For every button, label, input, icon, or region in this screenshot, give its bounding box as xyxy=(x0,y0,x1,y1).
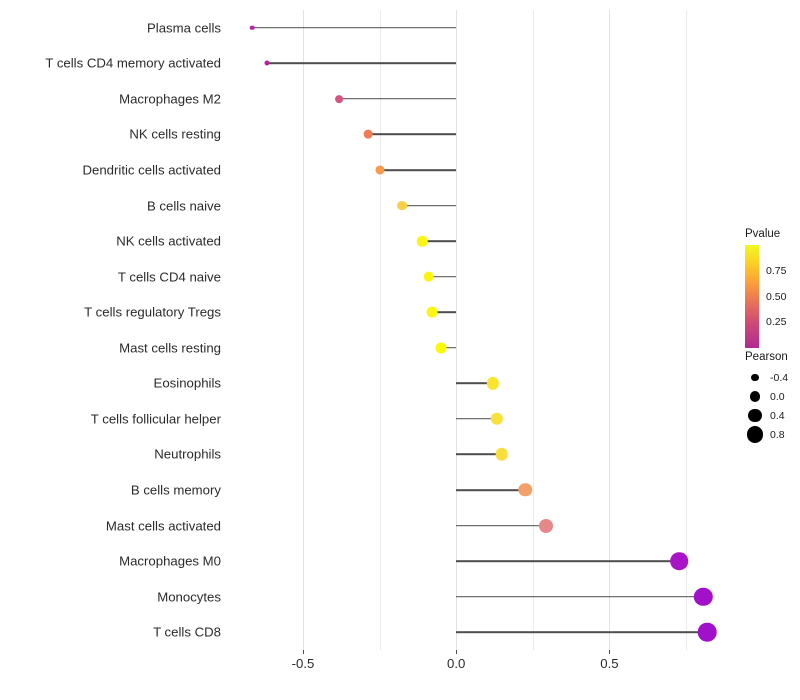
lollipop-stem xyxy=(456,489,526,491)
lollipop-point xyxy=(426,306,438,318)
lollipop-point xyxy=(538,518,553,533)
gridline-minor xyxy=(686,10,688,650)
lollipop-stem xyxy=(338,98,457,100)
lollipop-stem xyxy=(456,418,497,420)
lollipop-stem xyxy=(456,560,679,562)
x-axis-tickmark xyxy=(456,650,458,654)
category-label: T cells follicular helper xyxy=(90,411,221,427)
size-legend-swatch xyxy=(745,373,765,382)
category-label: T cells CD4 memory activated xyxy=(45,55,221,71)
lollipop-point xyxy=(495,448,508,461)
pearson-legend-title: Pearson xyxy=(745,351,788,363)
lollipop-stem xyxy=(441,346,457,349)
category-label: T cells CD8 xyxy=(153,624,221,640)
pvalue-colorbar xyxy=(745,245,759,348)
size-legend-dot xyxy=(746,426,764,443)
category-label: Mast cells activated xyxy=(105,518,221,534)
lollipop-point xyxy=(694,587,713,606)
lollipop-point xyxy=(334,94,343,103)
category-label: NK cells activated xyxy=(116,233,221,249)
pvalue-colorbar-wrap: 0.75 0.50 0.25 xyxy=(745,245,791,348)
lollipop-stem xyxy=(456,524,546,527)
category-label: Dendritic cells activated xyxy=(82,162,221,178)
lollipop-stem xyxy=(428,275,457,278)
gridline-major xyxy=(609,10,611,650)
colorbar-tick-label: 0.50 xyxy=(766,290,787,303)
lollipop-point xyxy=(397,200,407,211)
lollipop-stem xyxy=(456,595,704,598)
size-legend-entry: -0.4 xyxy=(745,368,788,387)
lollipop-point xyxy=(375,165,385,175)
x-axis-tick-label: -0.5 xyxy=(291,656,315,671)
size-legend-label: 0.4 xyxy=(770,409,785,422)
category-label: Neutrophils xyxy=(154,446,221,462)
lollipop-point xyxy=(698,622,717,642)
category-label: B cells naive xyxy=(146,198,221,214)
pvalue-legend-title: Pvalue xyxy=(745,228,781,240)
lollipop-point xyxy=(363,130,373,139)
colorbar-tick-label: 0.25 xyxy=(766,316,787,329)
category-label: T cells CD4 naive xyxy=(117,269,221,285)
lollipop-point xyxy=(250,25,255,31)
gridline-major xyxy=(302,10,304,650)
x-axis-tick-label: 0.0 xyxy=(447,656,466,671)
size-legend-entry: 0.8 xyxy=(745,425,788,444)
lollipop-point xyxy=(486,377,500,390)
lollipop-point xyxy=(435,342,447,354)
colorbar-tickmark xyxy=(759,322,763,324)
category-label: B cells memory xyxy=(130,482,221,498)
lollipop-point xyxy=(670,552,688,570)
colorbar-tickmark xyxy=(759,270,763,272)
category-label: Monocytes xyxy=(157,589,221,605)
lollipop-point xyxy=(264,60,270,66)
lollipop-stem xyxy=(456,453,502,456)
pvalue-color-legend: Pvalue 0.75 0.50 0.25 xyxy=(745,228,791,348)
category-label: Eosinophils xyxy=(153,375,221,391)
lollipop-point xyxy=(518,483,532,497)
gridline-minor xyxy=(379,10,381,650)
colorbar-tick-label: 0.75 xyxy=(766,264,787,277)
gridline-major xyxy=(456,10,458,650)
lollipop-stem xyxy=(252,26,457,29)
lollipop-point xyxy=(423,271,434,282)
category-label: NK cells resting xyxy=(129,126,221,142)
x-axis-tickmark xyxy=(609,650,611,654)
size-legend-swatch xyxy=(745,426,765,443)
x-axis-tick-label: 0.5 xyxy=(600,656,619,671)
lollipop-stem xyxy=(456,382,493,385)
lollipop-stem xyxy=(401,204,457,207)
lollipop-point xyxy=(490,412,503,426)
lollipop-stem xyxy=(432,311,457,314)
colorbar-tickmark xyxy=(759,296,763,298)
lollipop-stem xyxy=(368,133,457,136)
category-label: Plasma cells xyxy=(146,20,221,36)
lollipop-stem xyxy=(379,169,457,171)
lollipop-point xyxy=(417,235,428,247)
size-legend-swatch xyxy=(745,408,765,423)
lollipop-stem xyxy=(422,240,457,242)
category-label: Mast cells resting xyxy=(119,340,221,356)
size-legend-label: -0.4 xyxy=(770,371,789,384)
category-label: T cells regulatory Tregs xyxy=(84,304,221,320)
lollipop-stem xyxy=(456,631,708,634)
size-legend-label: 0.0 xyxy=(770,390,785,403)
size-legend-swatch xyxy=(745,391,765,402)
category-label: Macrophages M0 xyxy=(119,553,221,569)
category-label: Macrophages M2 xyxy=(119,91,221,107)
size-legend-dot xyxy=(751,373,759,382)
size-legend-dot xyxy=(748,408,762,423)
size-legend-entry: 0.4 xyxy=(745,406,788,425)
plot-panel xyxy=(232,10,730,650)
size-legend-label: 0.8 xyxy=(770,428,785,441)
pearson-size-legend: Pearson -0.4 0.0 0.4 0.8 xyxy=(745,351,788,444)
gridline-minor xyxy=(532,10,534,650)
x-axis-tickmark xyxy=(302,650,304,654)
size-legend-entry: 0.0 xyxy=(745,387,788,406)
size-legend-dot xyxy=(749,391,761,402)
lollipop-stem xyxy=(267,62,457,65)
